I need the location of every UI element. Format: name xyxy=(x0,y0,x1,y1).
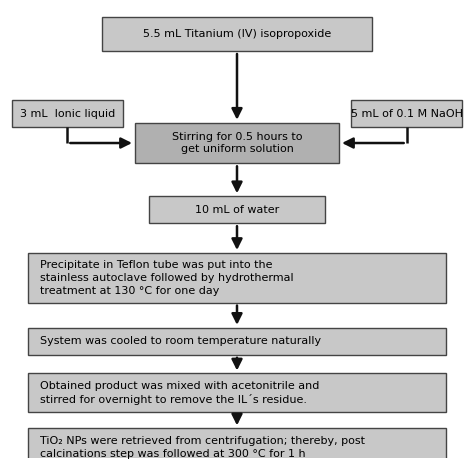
Text: Stirring for 0.5 hours to
get uniform solution: Stirring for 0.5 hours to get uniform so… xyxy=(172,131,302,155)
Text: Obtained product was mixed with acetonitrile and
stirred for overnight to remove: Obtained product was mixed with acetonit… xyxy=(39,381,319,405)
FancyBboxPatch shape xyxy=(28,428,446,463)
Text: 5.5 mL Titanium (IV) isopropoxide: 5.5 mL Titanium (IV) isopropoxide xyxy=(143,29,331,39)
Text: 10 mL of water: 10 mL of water xyxy=(195,205,279,215)
Text: Precipitate in Teflon tube was put into the
stainless autoclave followed by hydr: Precipitate in Teflon tube was put into … xyxy=(39,260,293,295)
Text: 3 mL  Ionic liquid: 3 mL Ionic liquid xyxy=(20,108,115,119)
FancyBboxPatch shape xyxy=(28,373,446,412)
FancyBboxPatch shape xyxy=(12,100,123,127)
FancyBboxPatch shape xyxy=(102,17,372,51)
FancyBboxPatch shape xyxy=(28,253,446,303)
FancyBboxPatch shape xyxy=(135,123,339,163)
FancyBboxPatch shape xyxy=(28,328,446,355)
Text: TiO₂ NPs were retrieved from centrifugation; thereby, post
calcinations step was: TiO₂ NPs were retrieved from centrifugat… xyxy=(39,436,365,459)
FancyBboxPatch shape xyxy=(351,100,462,127)
FancyBboxPatch shape xyxy=(149,196,325,223)
Text: System was cooled to room temperature naturally: System was cooled to room temperature na… xyxy=(39,336,321,346)
Text: 5 mL of 0.1 M NaOH: 5 mL of 0.1 M NaOH xyxy=(351,108,463,119)
